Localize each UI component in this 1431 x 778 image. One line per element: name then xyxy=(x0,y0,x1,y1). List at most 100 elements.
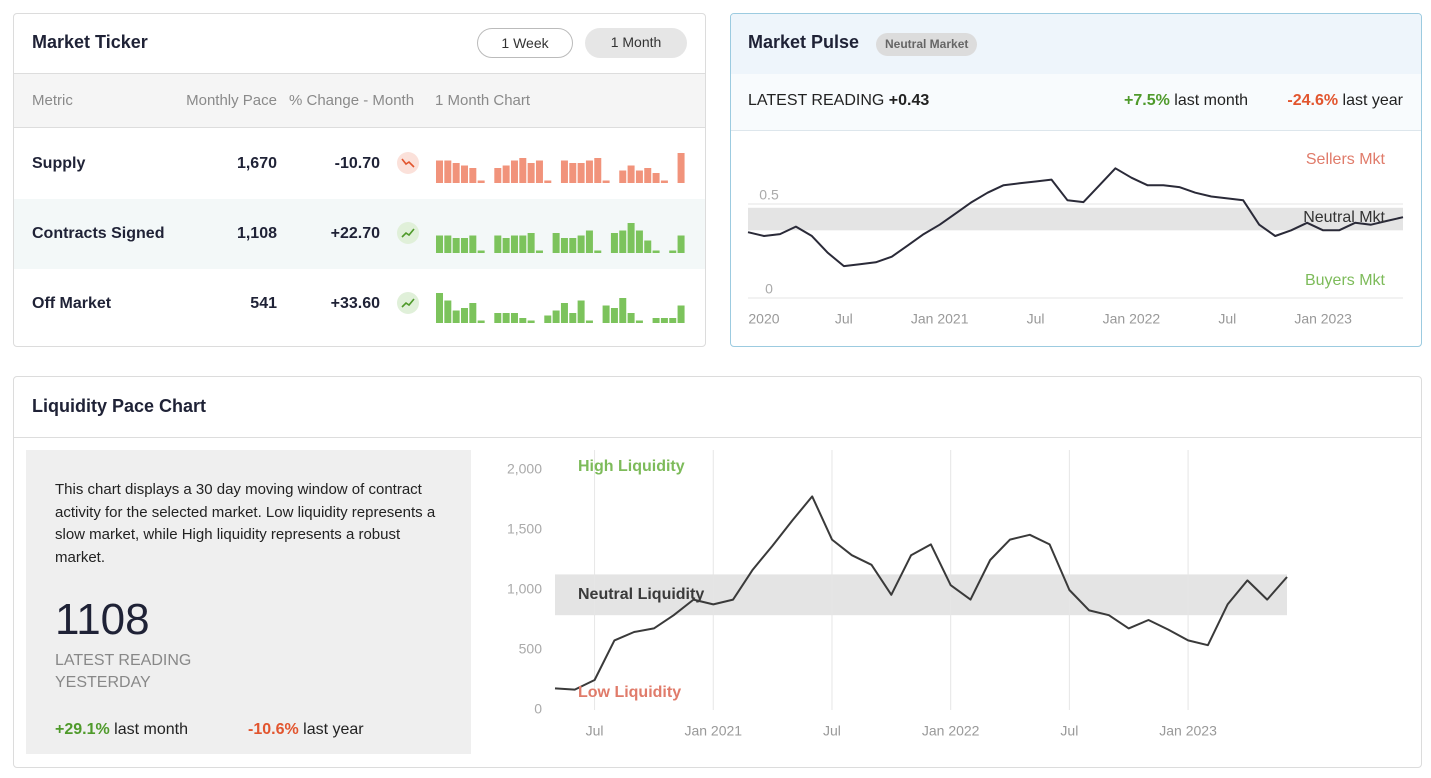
spark-bar xyxy=(652,173,660,183)
spark-bar xyxy=(669,318,677,323)
value: +0.43 xyxy=(888,92,930,109)
spark-bar xyxy=(585,230,593,253)
x-tick-label: Jan 2022 xyxy=(1103,311,1161,327)
spark-bar xyxy=(627,165,635,183)
spark-bar xyxy=(560,238,568,253)
status-badge: Neutral Market xyxy=(876,33,978,56)
y-tick-label: 0 xyxy=(765,281,773,297)
spark-bar xyxy=(444,300,452,323)
line xyxy=(747,167,1404,268)
range-button[interactable]: 1 Month xyxy=(585,28,687,58)
spark-bar xyxy=(535,250,543,253)
spark-bar xyxy=(444,160,452,183)
x-tick-label: Jul xyxy=(1027,311,1045,327)
spark-bar xyxy=(677,235,685,253)
spark-bar xyxy=(469,303,477,323)
column-header: 1 Month Chart xyxy=(435,92,531,109)
column-header: % Change - Month xyxy=(289,92,415,109)
metric: Contracts Signed xyxy=(32,225,165,242)
description: This chart displays a 30 day moving wind… xyxy=(55,481,436,566)
value: +29.1% xyxy=(55,721,110,738)
year-change: -10.6% last year xyxy=(248,720,364,740)
column-header: Monthly Pace xyxy=(186,92,277,109)
label: last year xyxy=(1342,92,1403,109)
spark-bar xyxy=(502,313,510,323)
spark-bar xyxy=(510,313,518,323)
spark-bar xyxy=(460,238,468,253)
spark-bar xyxy=(535,160,543,183)
metric: Supply xyxy=(32,155,86,172)
value: -24.6% xyxy=(1287,92,1339,109)
x-tick-label: Jul xyxy=(1060,723,1078,739)
spark-bar xyxy=(460,308,468,323)
zone-label: Buyers Mkt xyxy=(1305,272,1386,289)
x-tick-label: Jan 2021 xyxy=(684,723,742,739)
spark-bar xyxy=(552,310,560,323)
x-tick-label: 2020 xyxy=(748,311,779,327)
trend-arrow xyxy=(401,228,415,238)
range-button[interactable]: 1 Week xyxy=(477,28,573,58)
spark-bar xyxy=(477,180,485,183)
spark-bar xyxy=(569,163,577,183)
spark-bar xyxy=(635,170,643,183)
ticker-card xyxy=(13,13,706,347)
spark-bar xyxy=(519,158,527,183)
x-tick-label: Jul xyxy=(586,723,604,739)
zone-label: Neutral Liquidity xyxy=(578,586,704,603)
spark-bar xyxy=(610,233,618,253)
spark-bar xyxy=(585,320,593,323)
monthly-pace: 1,108 xyxy=(236,225,277,242)
spark-bar xyxy=(452,163,460,183)
latest-label: LATEST READING xyxy=(55,652,192,669)
spark-bar xyxy=(577,163,585,183)
spark-bar xyxy=(544,180,552,183)
spark-bar xyxy=(469,235,477,253)
line xyxy=(554,495,1288,691)
latest-sublabel: YESTERDAY xyxy=(55,674,151,691)
label: last month xyxy=(1174,92,1249,109)
spark-bar xyxy=(560,160,568,183)
x-tick-label: Jul xyxy=(835,311,853,327)
label: last month xyxy=(114,721,188,738)
spark-bar xyxy=(569,313,577,323)
spark-bar xyxy=(619,230,627,253)
metric: Off Market xyxy=(32,295,112,312)
spark-bar xyxy=(527,163,535,183)
spark-bar xyxy=(660,180,668,183)
spark-bar xyxy=(436,293,443,323)
x-tick-label: Jan 2023 xyxy=(1294,311,1352,327)
column-header: Metric xyxy=(32,92,73,109)
spark-bar xyxy=(652,318,660,323)
x-tick-label: Jan 2023 xyxy=(1159,723,1217,739)
month-change: +7.5% last month xyxy=(1124,91,1248,111)
zone-label: Sellers Mkt xyxy=(1306,151,1386,168)
spark-bar xyxy=(577,300,585,323)
spark-bar xyxy=(602,305,610,323)
zone-label: Neutral Mkt xyxy=(1303,209,1385,226)
divider xyxy=(14,437,1421,438)
spark-bar xyxy=(627,313,635,323)
card-title: Liquidity Pace Chart xyxy=(32,396,207,416)
spark-bar xyxy=(660,318,668,323)
spark-bar xyxy=(635,320,643,323)
spark-bar xyxy=(460,165,468,183)
y-tick-label: 1,500 xyxy=(507,521,542,537)
monthly-pace: 1,670 xyxy=(236,155,277,172)
column-header-row xyxy=(14,73,705,128)
x-tick-label: Jul xyxy=(1218,311,1236,327)
spark-bar xyxy=(577,235,585,253)
zone-label: Low Liquidity xyxy=(578,684,681,701)
card-title: Market Pulse xyxy=(748,32,860,52)
value: +7.5% xyxy=(1124,92,1170,109)
y-tick-label: 0.5 xyxy=(759,187,779,203)
value: -10.6% xyxy=(248,721,299,738)
trend-icon xyxy=(397,222,419,244)
spark-bar xyxy=(436,235,443,253)
spark-bar xyxy=(477,320,485,323)
spark-bar xyxy=(502,165,510,183)
latest-reading: LATEST READING +0.43 xyxy=(748,91,929,111)
trend-arrow xyxy=(401,158,415,168)
spark-bar xyxy=(677,305,685,323)
monthly-pace: 541 xyxy=(250,295,277,312)
